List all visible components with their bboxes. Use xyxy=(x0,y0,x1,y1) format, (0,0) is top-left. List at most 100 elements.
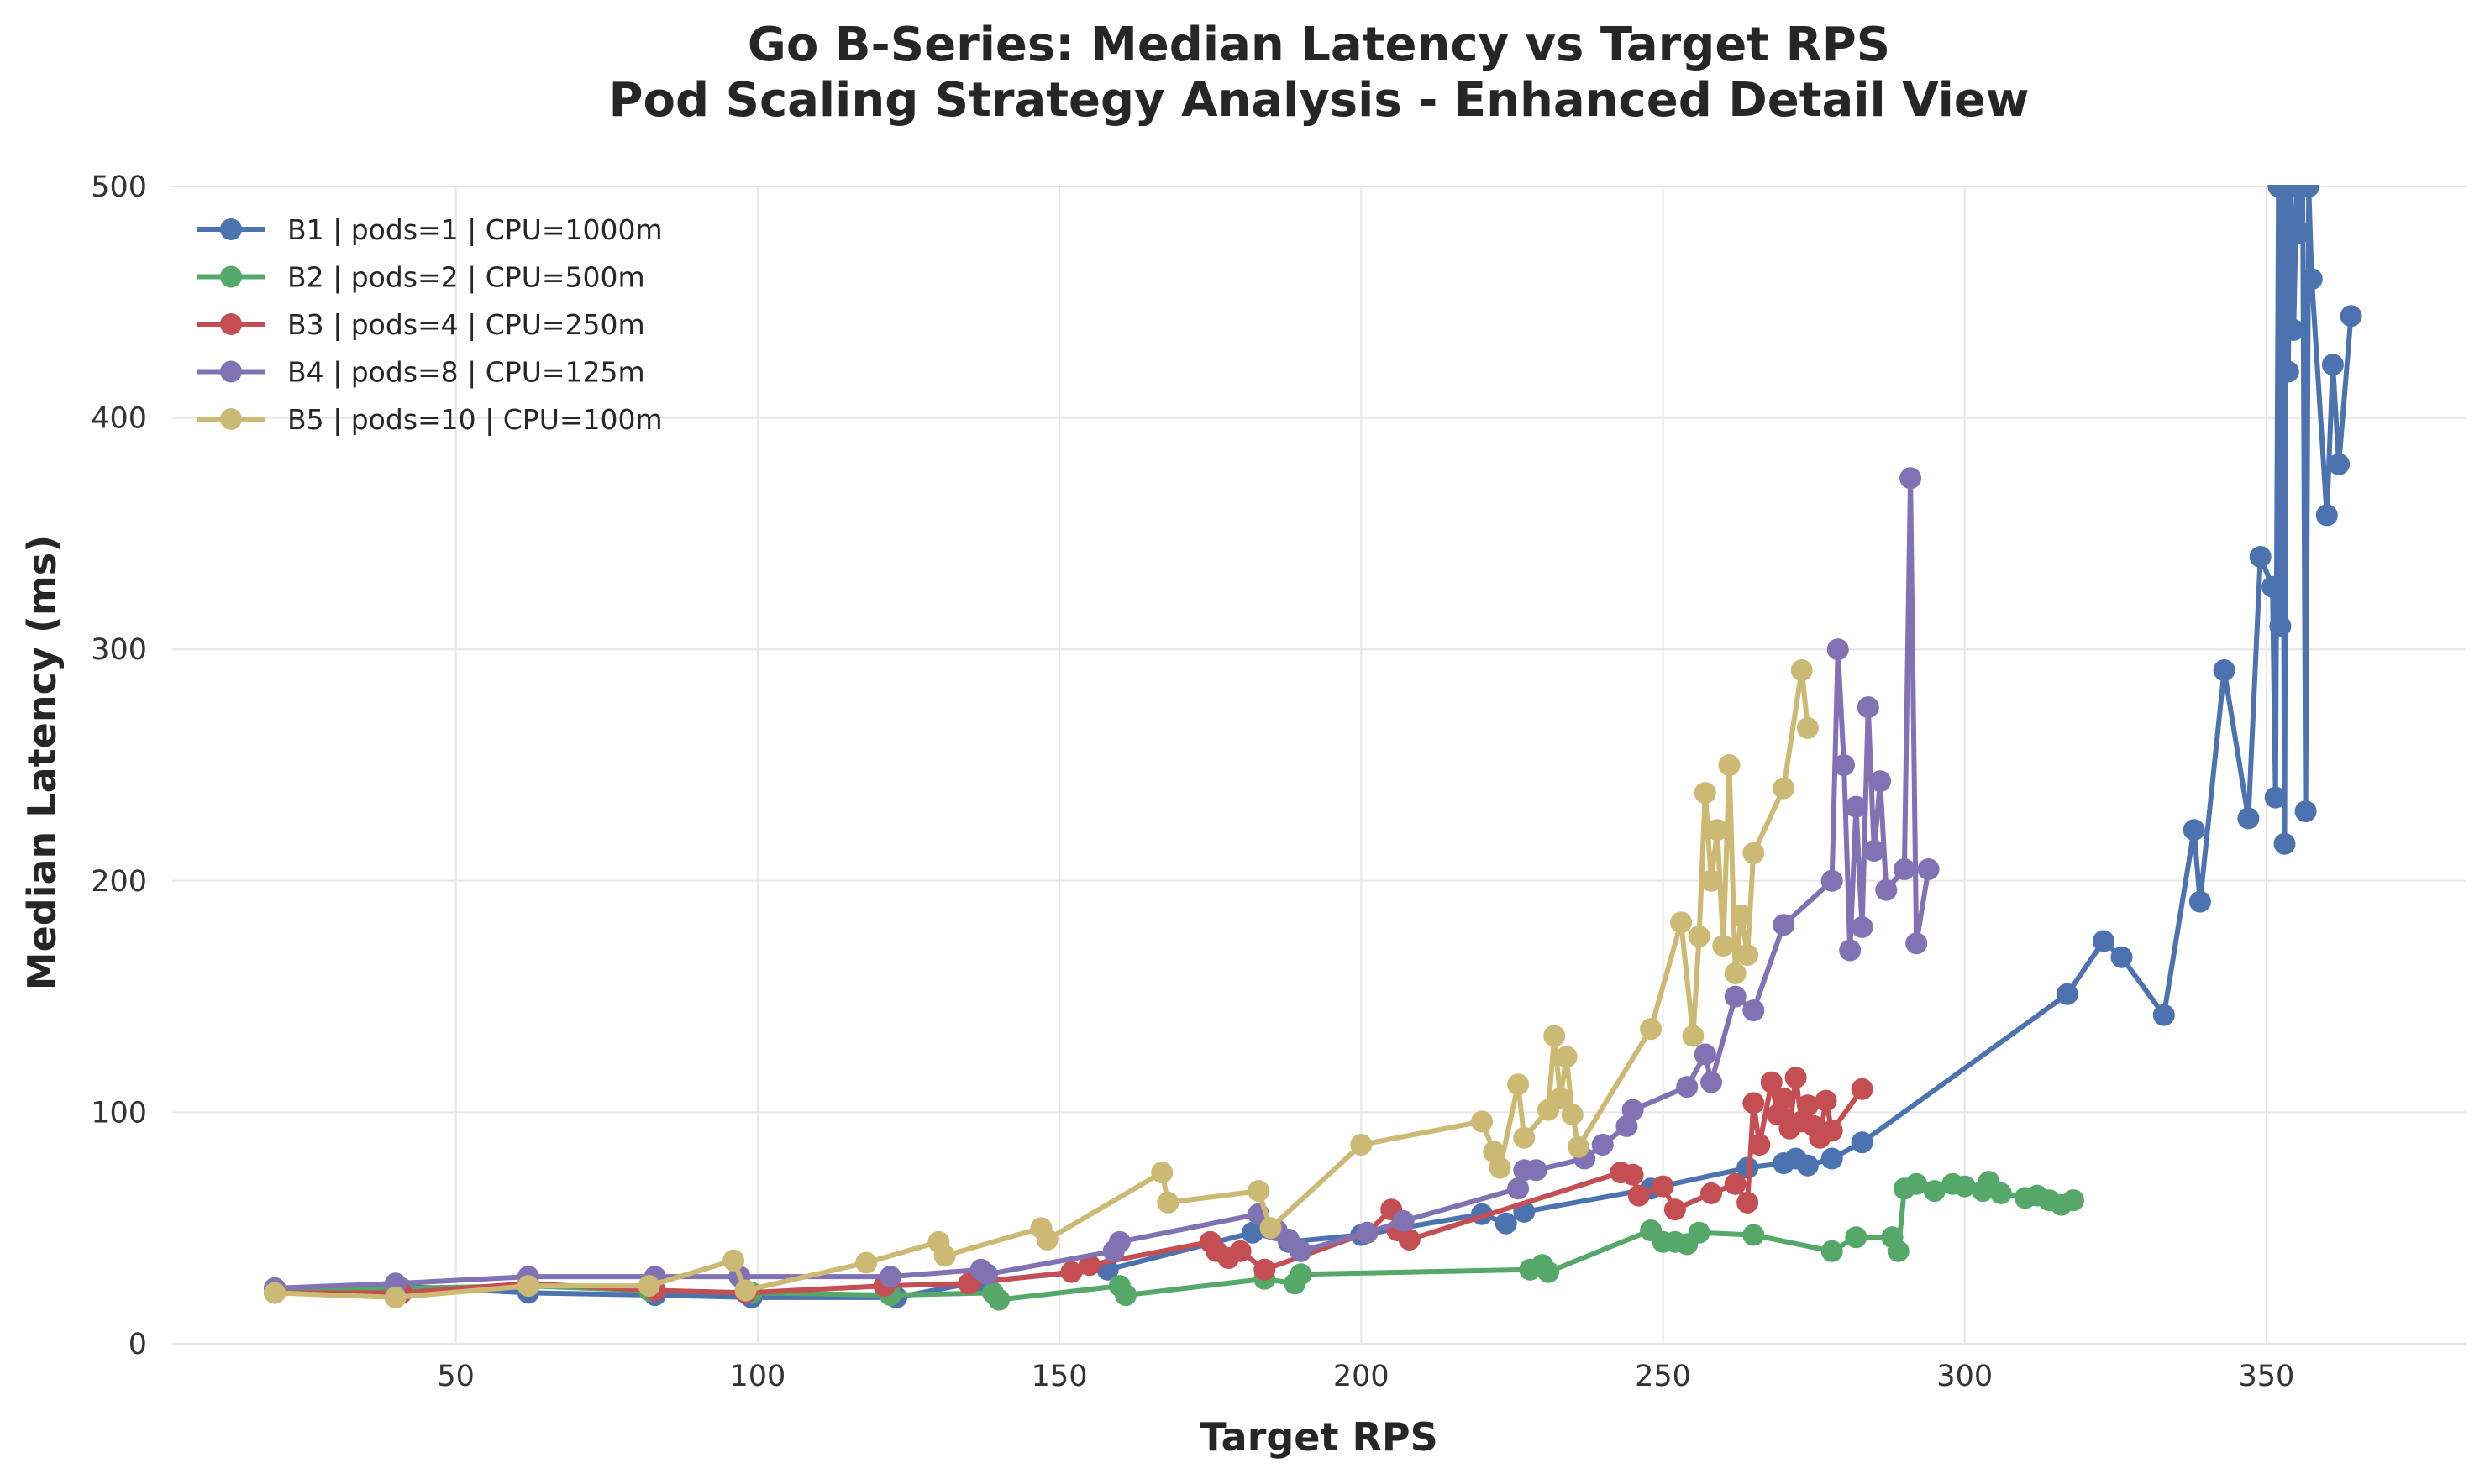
data-point xyxy=(1621,1099,1644,1121)
data-point xyxy=(1688,925,1710,947)
data-point xyxy=(1773,1087,1795,1109)
data-point xyxy=(1079,1254,1101,1277)
data-point xyxy=(2237,807,2260,830)
data-point xyxy=(1621,1163,1644,1186)
data-point xyxy=(1851,915,1873,938)
data-point xyxy=(1253,1258,1276,1281)
x-tick-label: 50 xyxy=(437,1360,475,1393)
data-point xyxy=(2062,1189,2084,1212)
series-2 xyxy=(264,1171,2084,1311)
data-point xyxy=(2288,222,2311,244)
legend-marker xyxy=(220,360,242,383)
data-point xyxy=(2213,659,2235,681)
data-point xyxy=(1953,1175,1976,1198)
data-point xyxy=(1663,1198,1686,1221)
y-axis-label: Median Latency (ms) xyxy=(19,535,65,990)
data-point xyxy=(2315,504,2338,527)
data-point xyxy=(1862,840,1885,862)
data-point xyxy=(1495,1212,1517,1235)
data-point xyxy=(2056,983,2078,1005)
data-point xyxy=(1561,1104,1584,1126)
y-tick-label: 500 xyxy=(91,170,147,204)
legend-item: B1 | pods=1 | CPU=1000m xyxy=(197,213,663,246)
data-point xyxy=(2282,318,2305,341)
data-point xyxy=(1923,1180,1946,1203)
data-point xyxy=(2273,832,2296,855)
data-point xyxy=(879,1266,901,1288)
data-point xyxy=(1833,754,1855,776)
data-point xyxy=(1259,1217,1282,1240)
data-point xyxy=(1869,770,1892,793)
data-point xyxy=(1591,1134,1614,1156)
data-point xyxy=(2340,305,2362,328)
y-tick-label: 100 xyxy=(91,1096,147,1130)
legend-label: B5 | pods=10 | CPU=100m xyxy=(287,403,663,436)
data-point xyxy=(1627,1184,1650,1207)
data-point xyxy=(1845,1226,1868,1249)
legend-label: B4 | pods=8 | CPU=125m xyxy=(287,356,645,389)
chart-title-line1: Go B-Series: Median Latency vs Target RP… xyxy=(748,18,1890,72)
legend-label: B1 | pods=1 | CPU=1000m xyxy=(287,213,663,246)
data-point xyxy=(1670,911,1693,934)
y-tick-label: 0 xyxy=(129,1328,147,1361)
data-point xyxy=(2328,453,2351,475)
data-point xyxy=(1905,932,1928,955)
data-point xyxy=(1893,858,1915,880)
data-point xyxy=(2092,930,2114,952)
data-point xyxy=(1917,858,1940,880)
data-point xyxy=(2294,800,2317,823)
data-point xyxy=(384,1286,407,1308)
data-point xyxy=(1826,638,1849,661)
data-point xyxy=(722,1249,745,1272)
legend-marker xyxy=(220,265,242,288)
data-point xyxy=(1820,1120,1843,1142)
data-point xyxy=(2261,575,2284,598)
data-point xyxy=(1773,777,1795,800)
data-point xyxy=(1760,1071,1783,1093)
data-point xyxy=(2264,786,2287,809)
data-point xyxy=(1742,1092,1765,1114)
legend-item: B3 | pods=4 | CPU=250m xyxy=(197,308,645,341)
grid xyxy=(172,186,2466,1345)
y-tick-label: 200 xyxy=(91,865,147,899)
data-point xyxy=(1724,1172,1747,1195)
data-point xyxy=(1290,1263,1312,1286)
data-point xyxy=(1839,939,1862,962)
data-point xyxy=(988,1288,1011,1311)
data-point xyxy=(1790,659,1813,681)
data-point xyxy=(1555,1046,1578,1068)
data-point xyxy=(1796,1094,1819,1117)
data-point xyxy=(975,1263,998,1286)
data-point xyxy=(734,1279,757,1302)
x-tick-label: 100 xyxy=(729,1360,785,1393)
data-point xyxy=(1688,1221,1710,1244)
data-point xyxy=(1796,716,1819,739)
x-tick-label: 150 xyxy=(1032,1360,1088,1393)
data-point xyxy=(1730,905,1752,927)
data-point xyxy=(1567,1135,1589,1158)
data-point xyxy=(1549,1087,1572,1109)
data-point xyxy=(2152,1004,2175,1026)
data-point xyxy=(933,1245,956,1267)
data-point xyxy=(1682,1025,1705,1047)
legend-item: B4 | pods=8 | CPU=125m xyxy=(197,356,645,389)
data-point xyxy=(1392,1209,1415,1232)
legend-label: B2 | pods=2 | CPU=500m xyxy=(287,261,645,294)
data-point xyxy=(1820,1240,1843,1262)
legend-marker xyxy=(220,218,242,240)
data-point xyxy=(1875,878,1898,901)
data-point xyxy=(1899,467,1922,490)
data-point xyxy=(1694,1043,1716,1066)
data-point xyxy=(1796,1154,1819,1177)
data-point xyxy=(2110,946,2133,968)
data-point xyxy=(1724,985,1747,1008)
data-point xyxy=(1507,1073,1530,1096)
data-point xyxy=(1537,1261,1559,1283)
y-tick-label: 300 xyxy=(91,633,147,667)
data-point xyxy=(1157,1191,1179,1214)
data-point xyxy=(1060,1261,1083,1283)
data-point xyxy=(1700,1071,1722,1093)
legend-label: B3 | pods=4 | CPU=250m xyxy=(287,308,645,341)
